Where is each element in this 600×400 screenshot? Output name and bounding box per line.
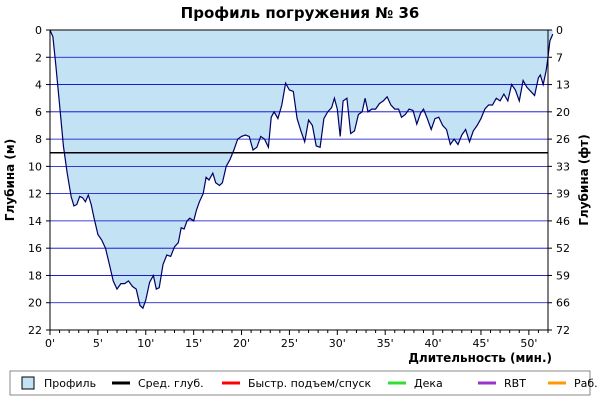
- y-right-tick-label: 46: [556, 215, 570, 228]
- legend-label: Профиль: [44, 377, 96, 390]
- legend-label: Раб.: [574, 377, 598, 390]
- y-right-tick-label: 7: [556, 51, 563, 64]
- x-tick-label: 30': [329, 337, 346, 350]
- grid-lines: [50, 56, 548, 304]
- y-left-tick-label: 16: [28, 242, 42, 255]
- x-tick-label: 35': [377, 337, 394, 350]
- y-right-tick-label: 59: [556, 269, 570, 282]
- y-left-tick-label: 10: [28, 160, 42, 173]
- legend-label: RBT: [504, 377, 526, 390]
- profile-line: [49, 29, 554, 310]
- y-left-tick-label: 14: [28, 215, 42, 228]
- x-axis-ticks: 0' 5' 10' 15' 20' 25' 30' 35' 40' 45' 50': [45, 330, 549, 350]
- y-left-axis-title: Глубина (м): [3, 139, 17, 221]
- x-tick-label: 25': [281, 337, 298, 350]
- y-right-axis-ticks: 0 7 13 20 26 33 39 46 52 59 66 72: [548, 24, 570, 337]
- x-tick-label: 0': [45, 337, 55, 350]
- y-right-tick-label: 26: [556, 133, 570, 146]
- x-tick-label: 10': [137, 337, 154, 350]
- y-left-tick-label: 22: [28, 324, 42, 337]
- plot-area: [49, 29, 554, 331]
- x-tick-label: 15': [185, 337, 202, 350]
- y-left-tick-label: 12: [28, 188, 42, 201]
- x-tick-label: 40': [425, 337, 442, 350]
- y-right-tick-label: 20: [556, 106, 570, 119]
- y-left-tick-label: 4: [35, 79, 42, 92]
- profile-area: [50, 30, 553, 309]
- legend-label: Дека: [414, 377, 443, 390]
- y-left-tick-label: 2: [35, 51, 42, 64]
- y-right-tick-label: 0: [556, 24, 563, 37]
- y-right-tick-label: 39: [556, 188, 570, 201]
- y-right-tick-label: 13: [556, 79, 570, 92]
- y-right-tick-label: 72: [556, 324, 570, 337]
- legend-label: Быстр. подъем/спуск: [248, 377, 372, 390]
- legend: Профиль Сред. глуб. Быстр. подъем/спуск Дек…: [9, 370, 598, 396]
- y-left-tick-label: 18: [28, 269, 42, 282]
- y-left-tick-label: 6: [35, 106, 42, 119]
- x-tick-label: 50': [520, 337, 537, 350]
- y-right-axis-title: Глубина (фт): [577, 134, 591, 225]
- x-tick-label: 45': [472, 337, 489, 350]
- x-axis-title: Длительность (мин.): [408, 351, 552, 365]
- legend-swatch: [21, 376, 35, 390]
- x-tick-label: 20': [233, 337, 250, 350]
- y-left-axis-ticks: 0 2 4 6 8 10 12 14 16 18 20 22: [28, 24, 50, 337]
- y-left-tick-label: 20: [28, 297, 42, 310]
- y-right-tick-label: 66: [556, 297, 570, 310]
- chart-title: Профиль погружения № 36: [181, 4, 420, 22]
- y-left-tick-label: 8: [35, 133, 42, 146]
- y-right-tick-label: 33: [556, 160, 570, 173]
- legend-label: Сред. глуб.: [138, 377, 204, 390]
- y-right-tick-label: 52: [556, 242, 570, 255]
- x-tick-label: 5': [93, 337, 103, 350]
- y-left-tick-label: 0: [35, 24, 42, 37]
